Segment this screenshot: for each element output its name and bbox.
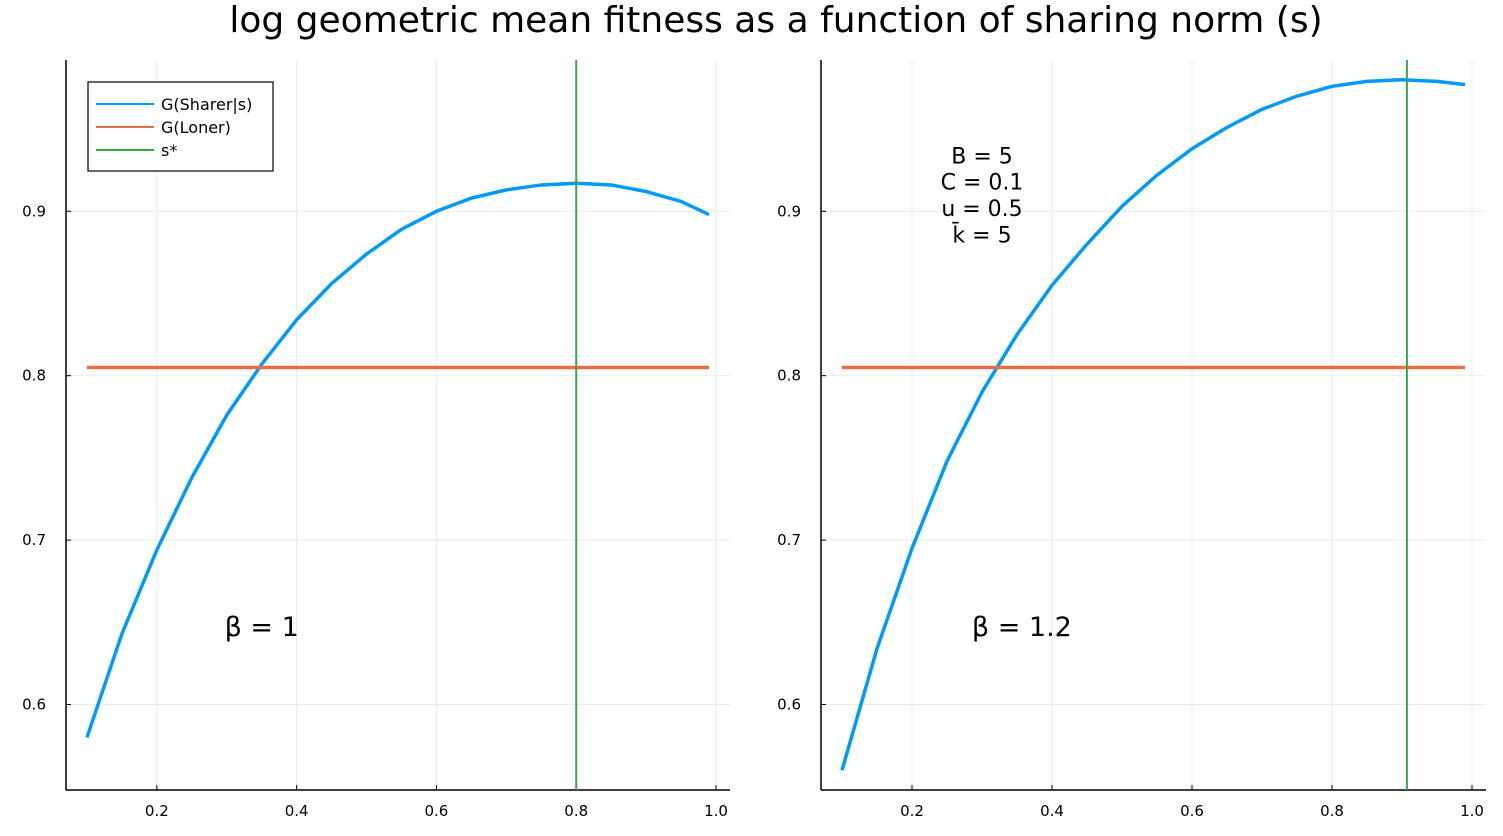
- annotation-beta: β = 1: [225, 612, 299, 643]
- series-line-sharer: [840, 77, 1466, 771]
- annotation-parameter: k̄ = 5: [952, 222, 1012, 248]
- y-tick-label: 0.7: [777, 531, 801, 549]
- y-tick-label: 0.9: [22, 202, 46, 220]
- x-tick-label: 1.0: [704, 802, 728, 820]
- x-tick-label: 0.4: [285, 802, 309, 820]
- x-tick-label: 0.2: [145, 802, 169, 820]
- y-tick-label: 0.6: [777, 696, 801, 714]
- panel-2: 0.2 0.4 0.6 0.8 1.0 0.6 0.7 0.8 0.9 β = 1.2 B = 5C…: [777, 60, 1486, 820]
- annotation-beta: β = 1.2: [972, 612, 1072, 643]
- x-tick-label: 0.4: [1040, 802, 1064, 820]
- y-tick-label: 0.9: [777, 202, 801, 220]
- annotation-parameter: B = 5: [951, 144, 1013, 169]
- annotation-parameter: u = 0.5: [941, 197, 1022, 222]
- y-tick-label: 0.6: [22, 696, 46, 714]
- series-line-sharer: [85, 181, 710, 738]
- y-tick-label: 0.8: [777, 367, 801, 385]
- x-tick-label: 0.6: [425, 802, 449, 820]
- x-tick-label: 0.6: [1180, 802, 1204, 820]
- panel-1: 0.2 0.4 0.6 0.8 1.0 0.6 0.7 0.8 0.9 β = 1 G(Sharer…: [22, 60, 730, 820]
- legend: G(Sharer|s) G(Loner) s*: [87, 81, 274, 172]
- x-tick-label: 0.8: [1320, 802, 1344, 820]
- figure-title: log geometric mean fitness as a function…: [229, 0, 1322, 41]
- x-tick-label: 0.2: [900, 802, 924, 820]
- y-tick-label: 0.8: [22, 367, 46, 385]
- legend-label: G(Loner): [161, 118, 231, 137]
- x-tick-label: 1.0: [1460, 802, 1484, 820]
- y-tick-label: 0.7: [22, 531, 46, 549]
- legend-label: s*: [161, 141, 177, 160]
- annotation-parameter: C = 0.1: [941, 171, 1024, 196]
- legend-label: G(Sharer|s): [161, 95, 252, 114]
- x-tick-label: 0.8: [564, 802, 588, 820]
